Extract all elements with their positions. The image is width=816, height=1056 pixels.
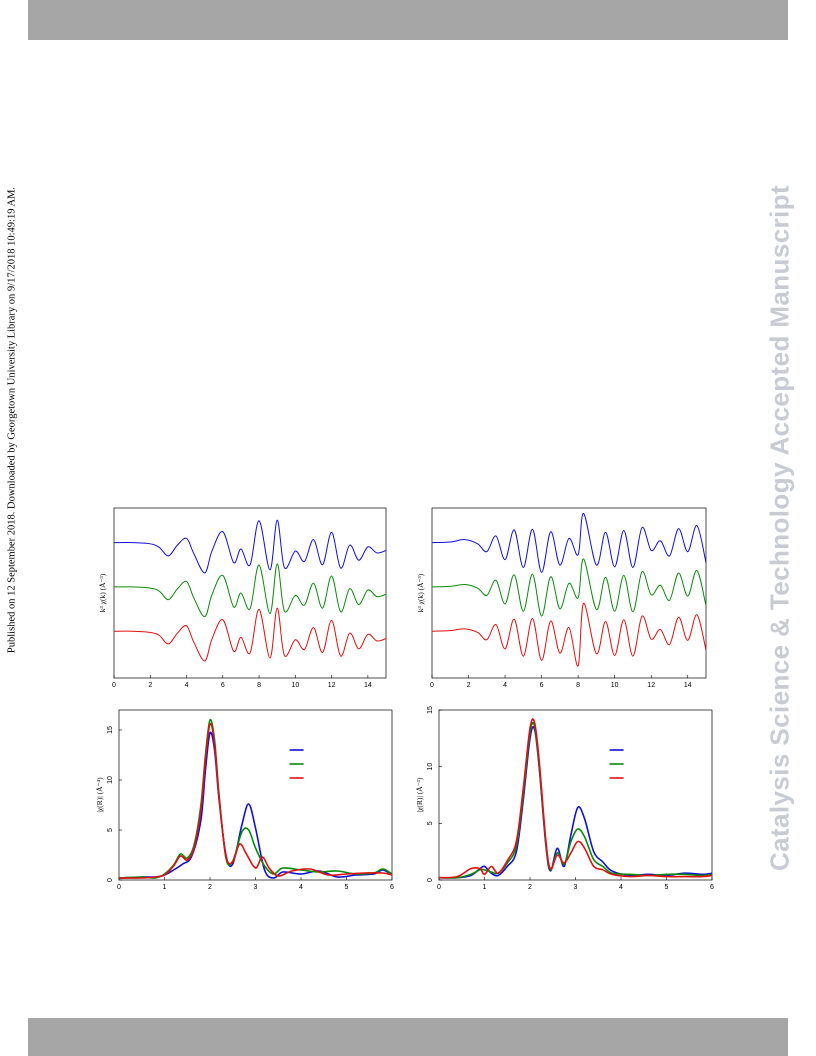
x-tick-label: 6 <box>710 884 714 891</box>
x-tick-label: 2 <box>528 884 532 891</box>
x-tick-label: 10 <box>291 682 299 689</box>
x-tick-label: 3 <box>574 884 578 891</box>
series-line <box>113 519 387 574</box>
x-tick-label: 14 <box>684 682 692 689</box>
x-tick-label: 5 <box>345 884 349 891</box>
x-tick-label: 2 <box>148 682 152 689</box>
footer-bar <box>28 1018 788 1056</box>
header-bar <box>28 0 788 40</box>
y-tick-label: 15 <box>427 706 434 714</box>
y-tick-label: 0 <box>107 878 114 882</box>
series-line <box>431 512 707 573</box>
x-tick-label: 4 <box>619 884 623 891</box>
chart-ft-r-right: 0 1 2 3 4 5 6 0 5 10 15 |χ(R)| (Å⁻³) <box>395 705 715 900</box>
chart-ft-r-left: 0 1 2 3 4 5 6 0 5 10 15 |χ(R)| (Å⁻⁴) <box>75 705 395 900</box>
x-tick-label: 4 <box>299 884 303 891</box>
plot-frame <box>438 709 713 881</box>
x-tick-label: 6 <box>221 682 225 689</box>
x-tick-label: 4 <box>185 682 189 689</box>
chart-svg: 0 1 2 3 4 5 6 0 5 10 15 |χ(R)| (Å⁻⁴) <box>95 709 394 891</box>
series-line <box>438 726 713 879</box>
series-line <box>431 602 707 667</box>
chart-svg: 0 1 2 3 4 5 6 0 5 10 15 |χ(R)| (Å⁻³) <box>415 706 714 891</box>
y-axis-label: |χ(R)| (Å⁻³) <box>415 777 424 812</box>
x-tick-label: 1 <box>163 884 167 891</box>
y-tick-label: 5 <box>427 821 434 825</box>
y-tick-label: 0 <box>427 878 434 882</box>
x-tick-label: 3 <box>254 884 258 891</box>
x-tick-label: 14 <box>364 682 372 689</box>
series-line <box>113 607 387 662</box>
y-tick-label: 5 <box>107 828 114 832</box>
plot-frame <box>118 709 393 881</box>
x-tick-label: 2 <box>467 682 471 689</box>
x-tick-label: 12 <box>647 682 655 689</box>
published-note: Published on 12 September 2018. Download… <box>6 186 18 654</box>
x-tick-label: 0 <box>430 682 434 689</box>
y-tick-label: 10 <box>427 763 434 771</box>
series-line <box>118 722 393 879</box>
x-tick-label: 0 <box>117 884 121 891</box>
x-tick-label: 6 <box>390 884 394 891</box>
chart-exafs-k-right: 0 2 4 6 8 10 12 14 k³ χ(k) (Å⁻³) <box>395 505 715 700</box>
series-line <box>431 558 707 617</box>
x-tick-label: 0 <box>437 884 441 891</box>
x-tick-label: 0 <box>112 682 116 689</box>
chart-exafs-k-left: 0 2 4 6 8 10 12 14 k³ χ(k) (Å⁻³) <box>75 505 395 700</box>
x-tick-label: 8 <box>257 682 261 689</box>
x-tick-label: 2 <box>208 884 212 891</box>
series-line <box>118 731 393 879</box>
y-axis-label: k³ χ(k) (Å⁻³) <box>98 573 107 612</box>
series-line <box>118 718 393 879</box>
chart-svg: 0 2 4 6 8 10 12 14 k³ χ(k) (Å⁻³) <box>416 507 707 689</box>
series-line <box>438 718 713 879</box>
y-tick-label: 10 <box>107 776 114 784</box>
x-tick-label: 12 <box>328 682 336 689</box>
plot-frame <box>431 507 707 679</box>
chart-svg: 0 2 4 6 8 10 12 14 k³ χ(k) (Å⁻³) <box>98 507 387 689</box>
x-tick-label: 8 <box>576 682 580 689</box>
x-tick-label: 4 <box>503 682 507 689</box>
plot-frame <box>113 507 387 679</box>
y-axis-label: |χ(R)| (Å⁻⁴) <box>95 777 104 813</box>
y-tick-label: 15 <box>107 726 114 734</box>
y-axis-label: k³ χ(k) (Å⁻³) <box>416 573 425 612</box>
x-tick-label: 6 <box>540 682 544 689</box>
journal-watermark: Catalysis Science & Technology Accepted … <box>764 184 795 872</box>
series-line <box>438 721 713 879</box>
x-tick-label: 5 <box>665 884 669 891</box>
series-line <box>113 563 387 618</box>
x-tick-label: 10 <box>611 682 619 689</box>
x-tick-label: 1 <box>483 884 487 891</box>
